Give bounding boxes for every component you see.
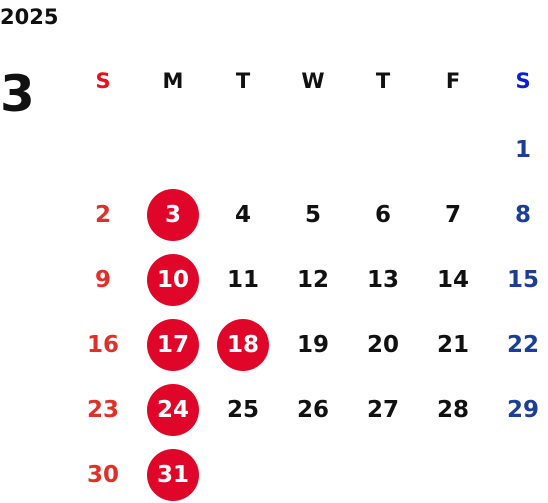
day-number: 8 [515, 202, 531, 228]
day-number: 18 [227, 332, 259, 358]
day-highlight [147, 189, 199, 241]
weekday-label: M [163, 69, 184, 93]
day-highlight [147, 384, 199, 436]
weekday-label: W [301, 69, 324, 93]
day-number: 28 [437, 397, 469, 423]
weekday-label: S [515, 69, 530, 93]
day-number: 14 [437, 267, 469, 293]
day-number: 11 [227, 267, 259, 293]
year: 2025 [0, 5, 58, 29]
day-number: 2 [95, 202, 111, 228]
day-highlight [147, 319, 199, 371]
day-number: 15 [507, 267, 539, 293]
day-number: 3 [165, 202, 181, 228]
weekday-label: T [236, 69, 251, 93]
day-number: 27 [367, 397, 399, 423]
day-number: 1 [515, 137, 531, 163]
day-number: 6 [375, 202, 391, 228]
weekday-label: S [95, 69, 110, 93]
day-number: 7 [445, 202, 461, 228]
day-highlight [147, 254, 199, 306]
weekday-label: F [446, 69, 460, 93]
day-number: 21 [437, 332, 469, 358]
day-number: 12 [297, 267, 329, 293]
day-number: 23 [87, 397, 119, 423]
day-number: 13 [367, 267, 399, 293]
day-number: 29 [507, 397, 539, 423]
day-number: 20 [367, 332, 399, 358]
day-number: 22 [507, 332, 539, 358]
day-number: 31 [157, 462, 189, 488]
day-number: 4 [235, 202, 251, 228]
day-number: 9 [95, 267, 111, 293]
day-number: 16 [87, 332, 119, 358]
day-number: 26 [297, 397, 329, 423]
day-number: 25 [227, 397, 259, 423]
day-number: 24 [157, 397, 189, 423]
day-highlight [147, 449, 199, 501]
day-number: 10 [157, 267, 189, 293]
day-number: 19 [297, 332, 329, 358]
day-highlight [217, 319, 269, 371]
month: 3 [0, 65, 35, 123]
day-number: 5 [305, 202, 321, 228]
day-number: 30 [87, 462, 119, 488]
weekday-label: T [376, 69, 391, 93]
day-number: 17 [157, 332, 189, 358]
